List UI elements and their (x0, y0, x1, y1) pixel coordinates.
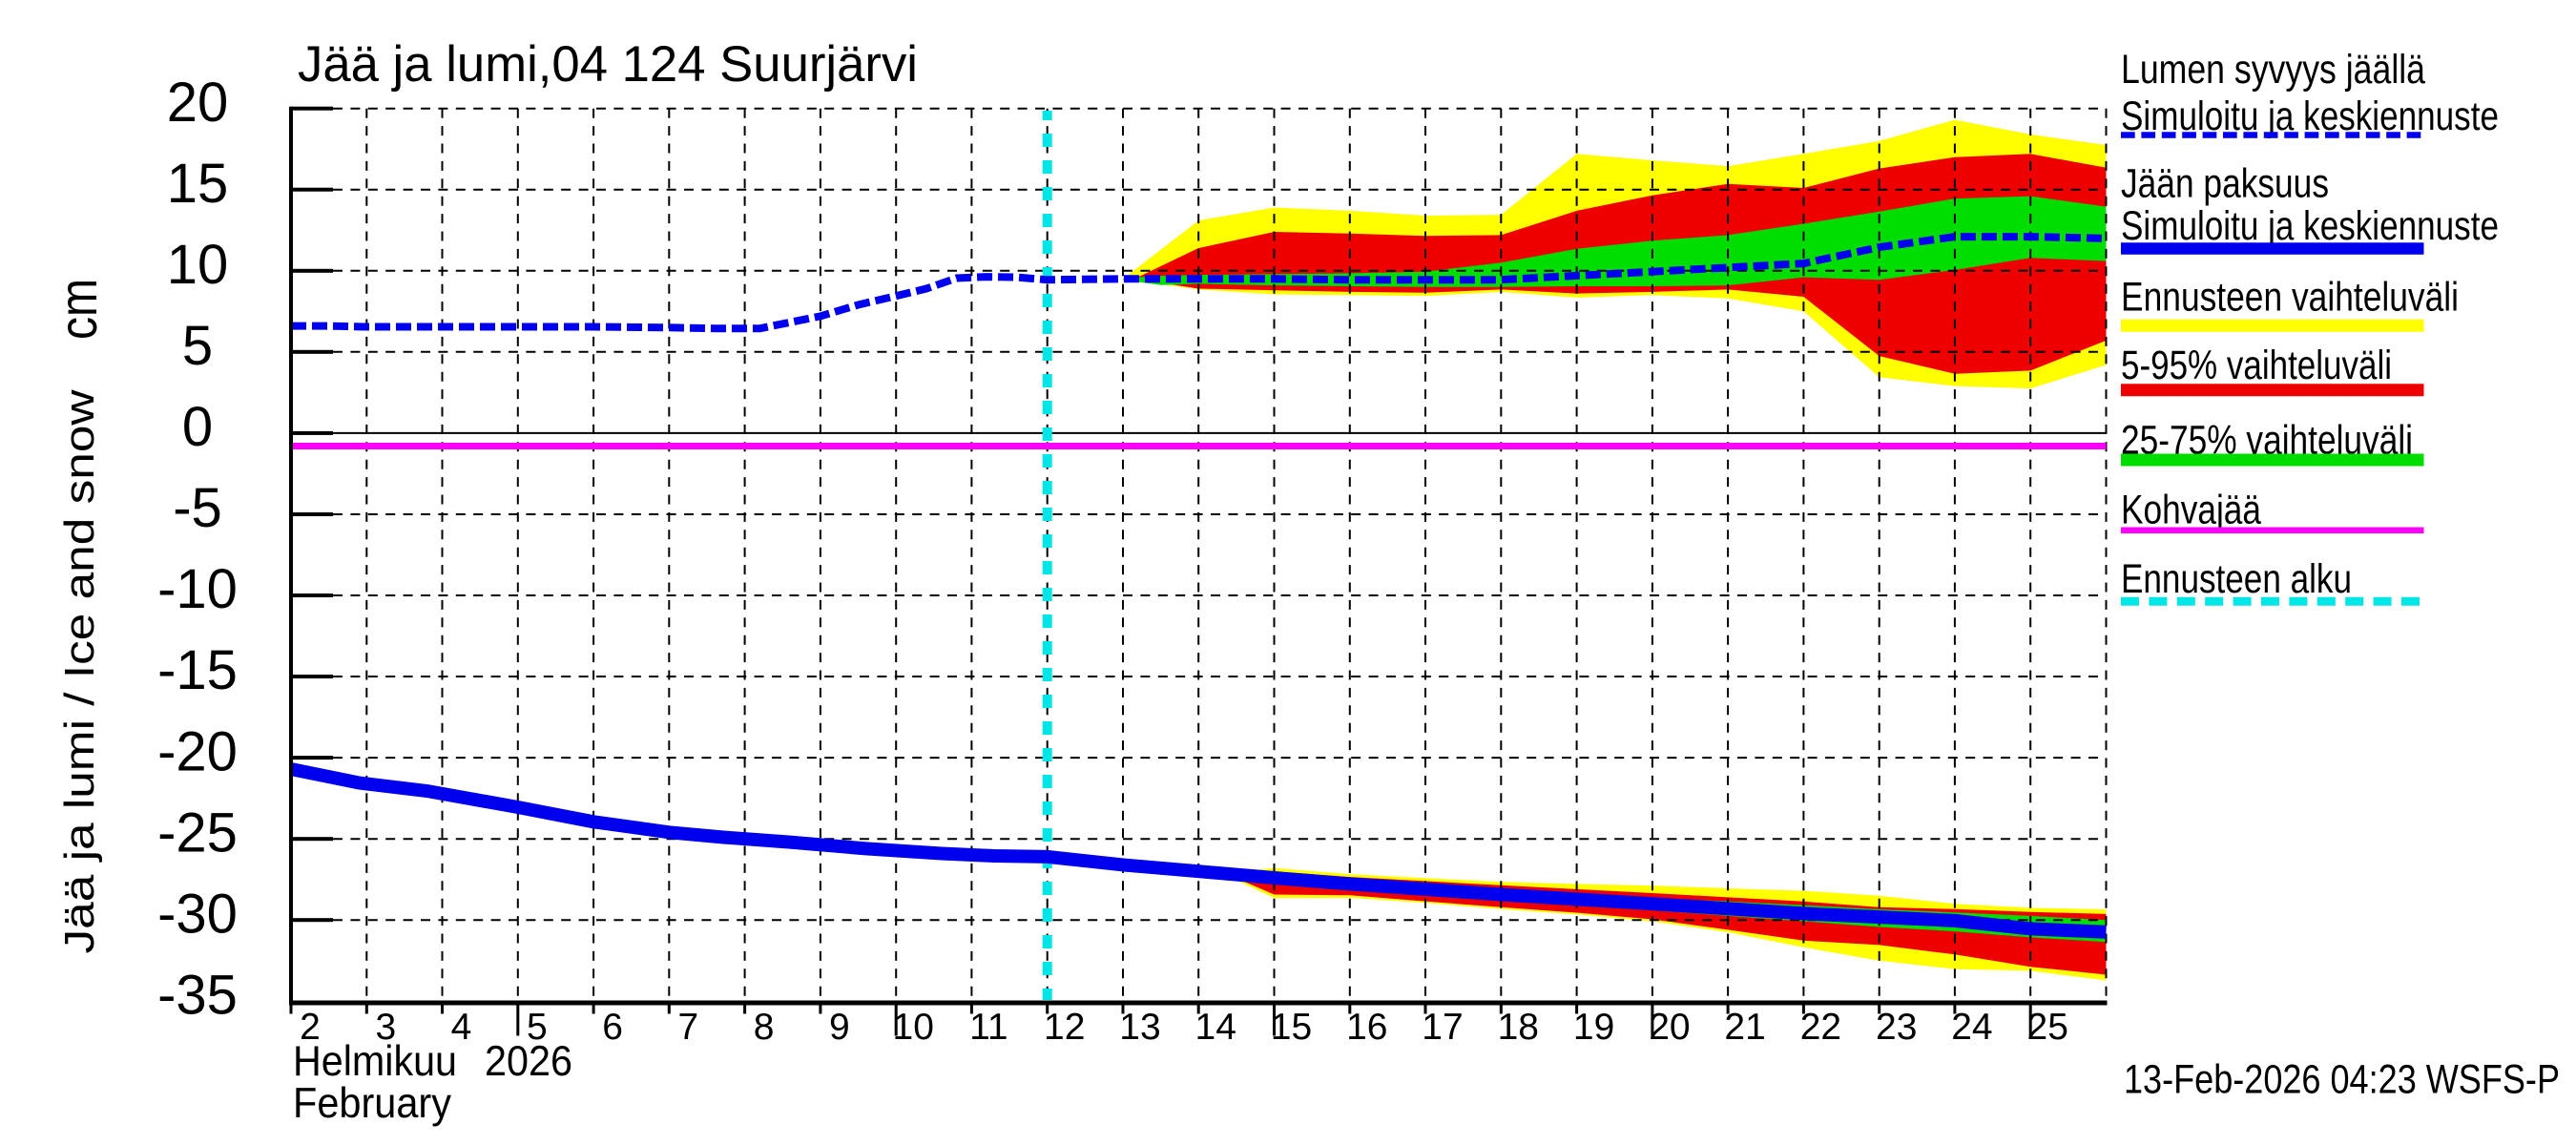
svg-text:15: 15 (1271, 1007, 1312, 1048)
svg-text:17: 17 (1422, 1007, 1463, 1048)
svg-text:Jää ja lumi,04 124 Suurjärvi: Jää ja lumi,04 124 Suurjärvi (298, 36, 918, 93)
svg-text:15: 15 (167, 153, 229, 215)
svg-text:6: 6 (602, 1007, 623, 1048)
svg-text:13-Feb-2026 04:23 WSFS-P: 13-Feb-2026 04:23 WSFS-P (2124, 1057, 2560, 1103)
svg-text:5-95% vaihteluväli: 5-95% vaihteluväli (2121, 343, 2392, 388)
svg-text:-25: -25 (157, 802, 238, 864)
svg-text:23: 23 (1876, 1007, 1917, 1048)
svg-text:Ennusteen vaihteluväli: Ennusteen vaihteluväli (2121, 275, 2459, 321)
svg-text:8: 8 (754, 1007, 775, 1048)
svg-text:Jää ja lumi / Ice and snow: Jää ja lumi / Ice and snow (56, 389, 103, 953)
svg-text:22: 22 (1800, 1007, 1841, 1048)
svg-text:Simuloitu ja keskiennuste: Simuloitu ja keskiennuste (2121, 94, 2499, 139)
svg-text:Lumen syvyys jäällä: Lumen syvyys jäällä (2121, 47, 2425, 93)
svg-text:14: 14 (1195, 1007, 1236, 1048)
svg-text:-10: -10 (157, 558, 238, 620)
svg-text:-30: -30 (157, 883, 238, 945)
svg-text:11: 11 (969, 1007, 1008, 1048)
svg-text:February: February (293, 1080, 452, 1127)
svg-text:13: 13 (1119, 1007, 1160, 1048)
svg-text:10: 10 (167, 234, 229, 296)
svg-text:12: 12 (1044, 1007, 1085, 1048)
svg-text:2026: 2026 (485, 1038, 572, 1085)
svg-text:5: 5 (182, 315, 213, 377)
svg-text:Ennusteen alku: Ennusteen alku (2121, 556, 2352, 602)
svg-text:cm: cm (48, 279, 108, 340)
svg-text:Kohvajää: Kohvajää (2121, 487, 2261, 532)
svg-text:-5: -5 (173, 477, 222, 539)
svg-text:-35: -35 (157, 964, 238, 1026)
svg-text:9: 9 (829, 1007, 850, 1048)
svg-text:20: 20 (167, 72, 229, 134)
svg-text:0: 0 (182, 396, 213, 458)
svg-text:Jään paksuus: Jään paksuus (2121, 161, 2329, 207)
svg-text:25: 25 (2027, 1007, 2068, 1048)
svg-text:-20: -20 (157, 720, 238, 782)
svg-text:18: 18 (1498, 1007, 1539, 1048)
svg-text:2: 2 (300, 1007, 321, 1048)
svg-text:5: 5 (527, 1007, 548, 1048)
svg-text:3: 3 (375, 1007, 396, 1048)
svg-text:24: 24 (1951, 1007, 1992, 1048)
svg-text:10: 10 (893, 1007, 934, 1048)
svg-text:20: 20 (1649, 1007, 1690, 1048)
svg-text:19: 19 (1573, 1007, 1614, 1048)
svg-text:Simuloitu ja keskiennuste: Simuloitu ja keskiennuste (2121, 203, 2499, 249)
svg-text:-15: -15 (157, 639, 238, 701)
svg-text:4: 4 (451, 1007, 472, 1048)
svg-text:16: 16 (1346, 1007, 1387, 1048)
svg-text:21: 21 (1724, 1007, 1765, 1048)
svg-text:7: 7 (677, 1007, 698, 1048)
svg-text:Helmikuu: Helmikuu (293, 1038, 457, 1085)
